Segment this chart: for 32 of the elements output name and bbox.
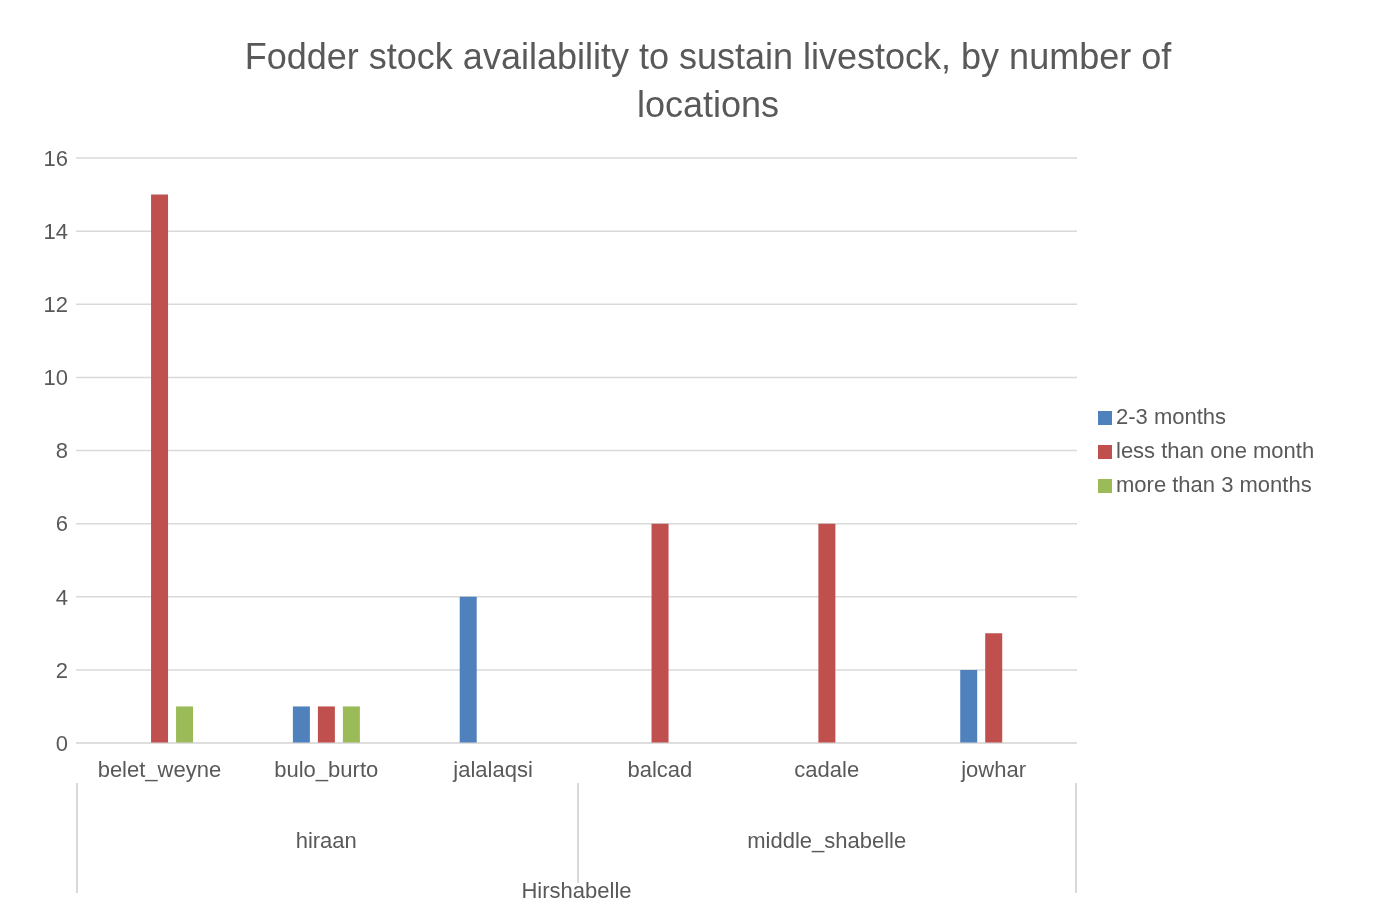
text: Hirshabelle (520, 878, 633, 903)
legend-label: less than one month (1116, 437, 1315, 463)
bar (818, 523, 836, 743)
y-tick-label: 6 (55, 511, 68, 537)
bar (176, 706, 194, 743)
x-tick-label: cadale (794, 756, 860, 782)
x-tick-label: balcad (627, 756, 693, 782)
bar (651, 523, 669, 743)
text: hiraan (294, 828, 358, 854)
bar (292, 706, 310, 743)
text: middle_shabelle (746, 828, 908, 854)
y-tick-label: 4 (55, 584, 68, 610)
bar (960, 669, 978, 743)
y-tick-label: 2 (55, 657, 68, 683)
y-tick-label: 14 (43, 218, 68, 244)
y-tick-label: 12 (43, 292, 68, 318)
bar (342, 706, 360, 743)
x-tick-label: jowhar (960, 756, 1026, 782)
y-tick-label: 10 (43, 365, 68, 391)
bar (985, 633, 1003, 743)
legend-label: more than 3 months (1116, 471, 1312, 497)
bar (317, 706, 335, 743)
legend-label: 2-3 months (1116, 403, 1227, 429)
x-tick-label: belet_weyne (97, 756, 222, 782)
bar (151, 194, 169, 743)
y-tick-label: 16 (43, 145, 68, 171)
x-tick-label: bulo_burto (274, 756, 379, 782)
chart-title: Fodder stock availability to sustain livestock, by number of locations (243, 35, 1173, 127)
x-tick-label: jalalaqsi (452, 756, 533, 782)
bar (459, 596, 477, 743)
y-tick-label: 0 (55, 730, 68, 756)
y-tick-label: 8 (55, 438, 68, 464)
